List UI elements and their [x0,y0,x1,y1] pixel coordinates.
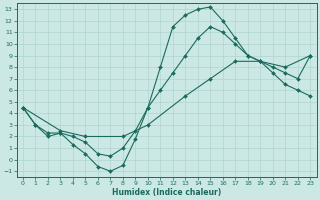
X-axis label: Humidex (Indice chaleur): Humidex (Indice chaleur) [112,188,221,197]
